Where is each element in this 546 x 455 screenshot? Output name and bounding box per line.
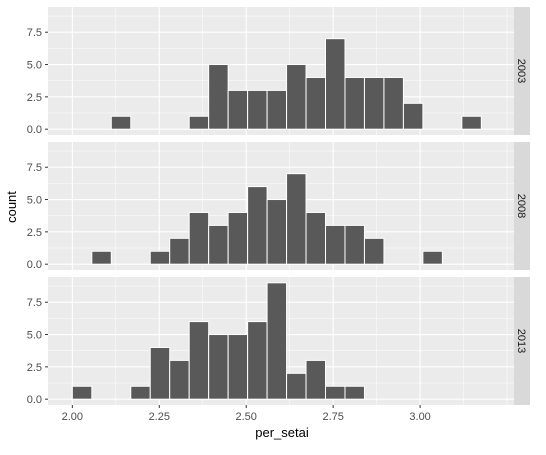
facet-strip bbox=[514, 7, 530, 135]
histogram-bar bbox=[383, 76, 404, 130]
histogram-bar bbox=[305, 76, 327, 130]
histogram-bar bbox=[266, 199, 288, 265]
y-tick-label: 0.0 bbox=[27, 124, 42, 136]
y-tick-label: 2.5 bbox=[27, 92, 42, 104]
panel-2013: 0.0 2.5 5.0 7.5 2013 bbox=[27, 277, 530, 406]
panel-2003: 0.0 2.5 5.0 7.5 2003 bbox=[27, 7, 530, 136]
histogram-bar bbox=[110, 115, 132, 130]
histogram-bar bbox=[363, 76, 385, 130]
histogram-bar bbox=[227, 334, 249, 400]
histogram-bar bbox=[286, 173, 307, 265]
histogram-bar bbox=[188, 321, 210, 400]
histogram-bar bbox=[325, 38, 346, 130]
histogram-bar bbox=[208, 334, 229, 400]
y-tick-label: 2.5 bbox=[27, 362, 42, 374]
histogram-bar bbox=[130, 385, 151, 400]
histogram-bar bbox=[208, 64, 229, 130]
facet-panels: 0.0 2.5 5.0 7.5 2003 0.0 2.5 5.0 7.5 2008 0.0 2.5 5.… bbox=[27, 7, 530, 406]
histogram-bar bbox=[344, 224, 365, 265]
histogram-bar bbox=[363, 237, 385, 265]
histogram-bar bbox=[247, 89, 268, 130]
histogram-bar bbox=[344, 76, 365, 130]
histogram-bar bbox=[286, 372, 307, 400]
facet-strip-label: 2003 bbox=[515, 59, 527, 83]
x-tick-label: 2.00 bbox=[62, 411, 83, 423]
histogram-bar bbox=[227, 211, 249, 265]
y-tick-label: 7.5 bbox=[27, 297, 42, 309]
y-tick-label: 5.0 bbox=[27, 330, 42, 342]
y-tick-label: 0.0 bbox=[27, 394, 42, 406]
histogram-bar bbox=[422, 250, 443, 265]
histogram-bar bbox=[188, 115, 210, 130]
histogram-bar bbox=[286, 64, 307, 130]
facet-strip bbox=[514, 277, 530, 405]
histogram-bar bbox=[461, 115, 482, 130]
histogram-bar bbox=[149, 346, 171, 400]
x-tick-label: 2.50 bbox=[236, 411, 257, 423]
x-tick-label: 3.00 bbox=[409, 411, 430, 423]
histogram-bar bbox=[227, 89, 249, 130]
histogram-bar bbox=[149, 250, 171, 265]
facet-strip-label: 2008 bbox=[515, 194, 527, 218]
y-tick-label: 5.0 bbox=[27, 60, 42, 72]
y-tick-label: 7.5 bbox=[27, 162, 42, 174]
histogram-bar bbox=[91, 250, 112, 265]
histogram-bar bbox=[247, 321, 268, 400]
y-axis-title: count bbox=[4, 191, 19, 223]
histogram-bar bbox=[266, 89, 288, 130]
y-tick-label: 2.5 bbox=[27, 227, 42, 239]
histogram-bar bbox=[169, 359, 190, 400]
y-tick-label: 0.0 bbox=[27, 259, 42, 271]
histogram-bar bbox=[344, 385, 365, 400]
histogram-bar bbox=[169, 237, 190, 265]
facet-strip-label: 2013 bbox=[515, 329, 527, 353]
y-tick-label: 5.0 bbox=[27, 195, 42, 207]
histogram-bar bbox=[188, 211, 210, 265]
y-tick-label: 7.5 bbox=[27, 27, 42, 39]
histogram-bar bbox=[402, 102, 424, 130]
histogram-bar bbox=[325, 224, 346, 265]
histogram-bar bbox=[325, 385, 346, 400]
facet-strip bbox=[514, 142, 530, 270]
histogram-bar bbox=[305, 359, 327, 400]
x-tick-label: 2.75 bbox=[322, 411, 343, 423]
histogram-bar bbox=[305, 211, 327, 265]
x-tick-label: 2.25 bbox=[149, 411, 170, 423]
histogram-bar bbox=[208, 224, 229, 265]
x-axis-title: per_setai bbox=[255, 425, 309, 440]
histogram-bar bbox=[247, 186, 268, 265]
histogram-bar bbox=[71, 385, 93, 400]
panel-2008: 0.0 2.5 5.0 7.5 2008 bbox=[27, 142, 530, 271]
x-axis: 2.00 2.25 2.50 2.75 3.00 bbox=[62, 405, 431, 423]
histogram-bar bbox=[266, 282, 288, 400]
